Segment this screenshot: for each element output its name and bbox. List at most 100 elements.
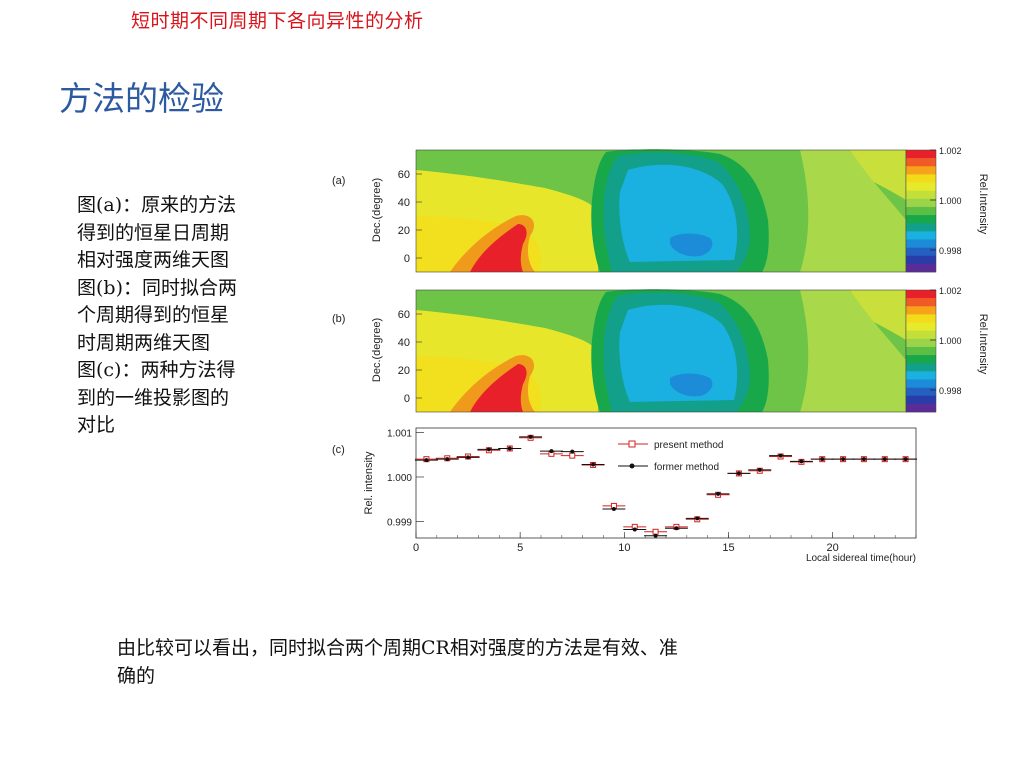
plot-c-xtick-label: 0 (413, 542, 419, 554)
colorbar-swatch (906, 403, 936, 413)
map-b-lightgreen-region (850, 290, 906, 340)
colorbar-swatch (906, 247, 936, 257)
slide-title: 方法的检验 (59, 79, 224, 118)
plot-c-xlabel: Local sidereal time(hour) (806, 553, 916, 564)
description-line: 得到的恒星日周期 (77, 221, 230, 244)
colorbar-swatch (906, 346, 936, 356)
colorbar-swatch (906, 215, 936, 224)
plot-c-point-present (569, 452, 576, 459)
colorbar-swatch (906, 314, 936, 323)
map-ytick-label: 40 (398, 337, 410, 349)
plot-c-point-former (466, 455, 471, 460)
plot-c-point-former (716, 491, 721, 496)
plot-c-xtick-label: 5 (517, 542, 523, 554)
plot-c-point-former (632, 527, 637, 532)
plot-c-point-former (528, 434, 533, 439)
map-a-lightgreen-region-2 (800, 150, 906, 272)
colorbar-swatch (906, 363, 936, 372)
colorbar-swatch (906, 298, 936, 307)
colorbar-tick-label: 1.000 (939, 336, 962, 346)
map-b-red-region (470, 364, 527, 412)
description-line: 到的一维投影图的 (77, 386, 230, 409)
conclusion-line: 由比较可以看出，同时拟合两个周期CR相对强度的方法是有效、准 (117, 637, 678, 659)
colorbar-swatch (906, 290, 936, 299)
colorbar-swatch (906, 338, 936, 348)
colorbar-a-label: Rel.Intensity (977, 174, 989, 235)
legend-label-present: present method (654, 440, 724, 451)
plot-c-point-former (424, 458, 429, 463)
plot-c-point-former (507, 446, 512, 451)
sky-map-b (415, 289, 907, 413)
plot-c-ytick-label: 0.999 (387, 518, 412, 529)
colorbar-b: 1.002 1.000 0.998 (905, 286, 962, 413)
figure-description: 图(a)：原来的方法 得到的恒星日周期 相对强度两维天图 图(b)：同时拟合两 … (77, 192, 307, 440)
description-line: 图(a)：原来的方法 (77, 194, 237, 216)
colorbar-tick-label: 0.998 (939, 386, 962, 396)
colorbar-swatch (906, 190, 936, 200)
colorbar-swatch (906, 150, 936, 159)
colorbar-swatch (906, 322, 936, 331)
panel-c-label: (c) (332, 444, 345, 456)
plot-c-axes: 0 5 10 15 20 1.001 1.000 0.999 (387, 428, 917, 554)
plot-c-xtick-label: 20 (827, 542, 839, 554)
plot-c-xtick-label: 10 (618, 542, 630, 554)
colorbar-swatch (906, 239, 936, 248)
colorbar-swatch (906, 182, 936, 191)
colorbar-swatch (906, 306, 936, 315)
map-a-red-region (470, 224, 527, 272)
map-a-blue-region (670, 233, 713, 257)
plot-c-point-former (882, 457, 887, 462)
colorbar-tick-label: 0.998 (939, 246, 962, 256)
plot-c-point-former (736, 471, 741, 476)
plot-c-point-former (445, 457, 450, 462)
plot-c-point-former (820, 457, 825, 462)
colorbar-swatch (906, 371, 936, 380)
colorbar-swatch (906, 198, 936, 208)
plot-c-legend: present method former method (618, 440, 724, 473)
map-a-ylabel: Dec.(degree) (371, 178, 383, 242)
slide-topic: 短时期不同周期下各向异性的分析 (131, 10, 424, 32)
plot-c-point-former (757, 467, 762, 472)
colorbar-swatch (906, 355, 936, 364)
description-line: 图(c)：两种方法得 (77, 359, 236, 381)
map-ytick-label: 0 (404, 393, 410, 405)
plot-c-ytick-label: 1.000 (387, 473, 412, 484)
sky-map-a (415, 149, 907, 273)
legend-label-former: former method (654, 462, 719, 473)
plot-c-point-former (570, 449, 575, 454)
panel-a-label: (a) (332, 175, 345, 187)
colorbar-frame (905, 149, 937, 273)
colorbar-swatch (906, 379, 936, 388)
plot-c-xtick-label: 15 (722, 542, 734, 554)
description-line: 个周期得到的恒星 (77, 304, 230, 326)
plot-c-point-former (549, 449, 554, 454)
map-b-blue-region (670, 373, 713, 397)
colorbar-tick-label: 1.000 (939, 196, 962, 206)
panel-b-label: (b) (332, 313, 345, 325)
plot-c-point-former (861, 457, 866, 462)
colorbar-swatch (906, 330, 936, 340)
colorbar-b-label: Rel.Intensity (977, 314, 989, 375)
colorbar-swatch (906, 263, 936, 273)
colorbar-tick-label: 1.002 (939, 146, 962, 156)
map-ytick-label: 20 (398, 225, 410, 237)
figure-svg: (a) (b) (c) Dec.(degree) Dec.(degree) 60… (332, 146, 989, 564)
map-ytick-label: 20 (398, 365, 410, 377)
plot-c-point-former (841, 457, 846, 462)
colorbar-swatch (906, 223, 936, 232)
map-ytick-label: 60 (398, 169, 410, 181)
legend-marker-present (628, 440, 636, 448)
description-line: 对比 (77, 414, 116, 436)
description-line: 相对强度两维天图 (77, 249, 230, 271)
map-ytick-label: 60 (398, 309, 410, 321)
plot-c-marks (414, 434, 918, 538)
legend-marker-former (629, 463, 635, 469)
plot-c-point-present (652, 528, 659, 535)
colorbar-swatch (906, 206, 936, 216)
plot-c-point-former (903, 457, 908, 462)
conclusion-text: 由比较可以看出，同时拟合两个周期CR相对强度的方法是有效、准 确的 (117, 634, 877, 690)
plot-c-point-former (653, 533, 658, 538)
colorbar-swatch (906, 174, 936, 183)
plot-c-ytick-label: 1.001 (387, 428, 412, 439)
plot-c-point-former (799, 459, 804, 464)
